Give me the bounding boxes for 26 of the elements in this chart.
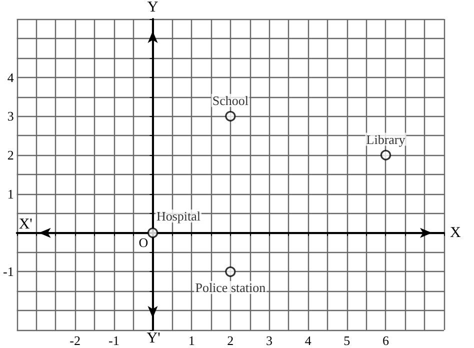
y-tick-label: 2 xyxy=(7,148,14,163)
y-tick-label: 4 xyxy=(7,70,14,85)
y-tick-label: 1 xyxy=(7,186,14,202)
text: Y' xyxy=(146,330,161,346)
y-tick-label: -1 xyxy=(2,264,14,280)
data-label: School xyxy=(212,92,249,108)
x-tick-label: 2 xyxy=(227,333,234,348)
data-label: Police station xyxy=(195,280,266,295)
x-tick-label: 6 xyxy=(382,333,390,348)
point xyxy=(225,266,236,277)
x-tick-label: 3 xyxy=(266,333,272,348)
x-tick-label: 5 xyxy=(344,333,350,348)
y-tick-label: 3 xyxy=(7,108,14,124)
x-axis-title: X xyxy=(450,224,461,241)
point xyxy=(147,228,158,238)
x-tick-label: 1 xyxy=(188,333,195,348)
data-label: Hospital xyxy=(156,208,201,224)
x-tick-label: -2 xyxy=(70,333,80,348)
annotation: X' xyxy=(18,216,33,232)
x-tick-label: 4 xyxy=(304,333,312,348)
y-axis-title: Y xyxy=(147,0,158,16)
point xyxy=(380,150,392,160)
point xyxy=(225,110,236,122)
x-tick-label: -1 xyxy=(108,333,120,348)
annotation: O xyxy=(138,234,148,250)
data-label: Library xyxy=(366,132,406,147)
